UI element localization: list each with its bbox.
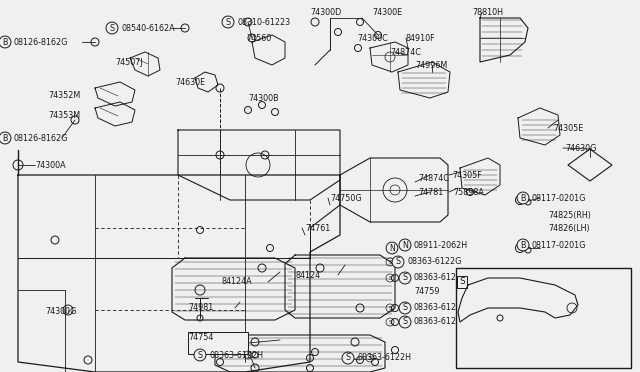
Text: S: S [368, 356, 372, 360]
Text: 74305F: 74305F [452, 170, 482, 180]
Text: 08126-8162G: 08126-8162G [14, 38, 68, 46]
Text: 08363-61257: 08363-61257 [414, 273, 467, 282]
Text: 74874C: 74874C [418, 173, 449, 183]
Text: S: S [246, 353, 250, 357]
Bar [456, 268, 631, 368]
Text: S: S [403, 304, 408, 312]
Text: 74630E: 74630E [175, 77, 205, 87]
Text: 78810H: 78810H [472, 7, 503, 16]
Text: S: S [197, 350, 203, 359]
Text: 74300A: 74300A [35, 160, 66, 170]
Text: ^7·7*000R: ^7·7*000R [590, 356, 632, 365]
Text: 74305E: 74305E [553, 124, 583, 132]
Text: S: S [225, 17, 230, 26]
Text: S: S [388, 320, 392, 324]
Bar [188, 332, 248, 354]
Text: B: B [3, 38, 8, 46]
Text: 84124A: 84124A [222, 278, 253, 286]
Text: N: N [402, 241, 408, 250]
Text: 74826(LH): 74826(LH) [548, 224, 589, 232]
Text: 74300C: 74300C [357, 33, 388, 42]
Text: 08911-2062H: 08911-2062H [414, 241, 468, 250]
Text: 74630G: 74630G [565, 144, 596, 153]
Text: 84124: 84124 [295, 270, 320, 279]
Text: 74300D: 74300D [310, 7, 341, 16]
Text: 08117-0201G: 08117-0201G [532, 193, 586, 202]
Text: N: N [389, 244, 395, 253]
Text: 08126-8162G: 08126-8162G [14, 134, 68, 142]
Text: S: S [388, 305, 392, 311]
Text: 74507J: 74507J [115, 58, 143, 67]
Text: 74300B: 74300B [248, 93, 278, 103]
Text: S: S [403, 273, 408, 282]
Text: 74761: 74761 [305, 224, 330, 232]
Text: S: S [396, 257, 401, 266]
Text: 08363-6122H: 08363-6122H [357, 353, 411, 362]
Text: 79456: 79456 [490, 291, 515, 299]
Text: 74750G: 74750G [330, 193, 362, 202]
Text: 84910F: 84910F [406, 33, 436, 42]
Text: 08363-6122H: 08363-6122H [414, 317, 468, 327]
Text: B: B [3, 134, 8, 142]
Text: 74352M: 74352M [48, 90, 80, 99]
Text: 08363-6122H: 08363-6122H [414, 304, 468, 312]
Text: 08363-6122H: 08363-6122H [209, 350, 263, 359]
Text: 74825(RH): 74825(RH) [548, 211, 591, 219]
Text: 08363-6122G: 08363-6122G [407, 257, 461, 266]
Text: 74874C: 74874C [390, 48, 421, 57]
Text: 74759: 74759 [414, 288, 440, 296]
Text: B: B [473, 317, 479, 327]
Text: 08540-6162A: 08540-6162A [121, 23, 175, 32]
Text: 74981: 74981 [188, 304, 213, 312]
Text: B: B [520, 241, 525, 250]
Text: 74353M: 74353M [48, 110, 80, 119]
Text: 75898A: 75898A [453, 187, 484, 196]
Text: 74560: 74560 [246, 33, 271, 42]
Text: 08116-81637: 08116-81637 [485, 317, 538, 327]
Text: 74300G: 74300G [45, 308, 76, 317]
Text: B: B [520, 193, 525, 202]
Text: S: S [403, 317, 408, 327]
Text: 74754: 74754 [188, 334, 213, 343]
Text: S: S [346, 353, 351, 362]
Text: S: S [388, 260, 392, 264]
Text: 74996M: 74996M [415, 61, 447, 70]
Text: S: S [388, 276, 392, 280]
Text: S: S [459, 278, 465, 286]
Text: 74300E: 74300E [372, 7, 402, 16]
Text: 74781: 74781 [418, 187, 444, 196]
Text: 08117-0201G: 08117-0201G [532, 241, 586, 250]
Text: S: S [109, 23, 115, 32]
Text: 08310-61223: 08310-61223 [237, 17, 290, 26]
